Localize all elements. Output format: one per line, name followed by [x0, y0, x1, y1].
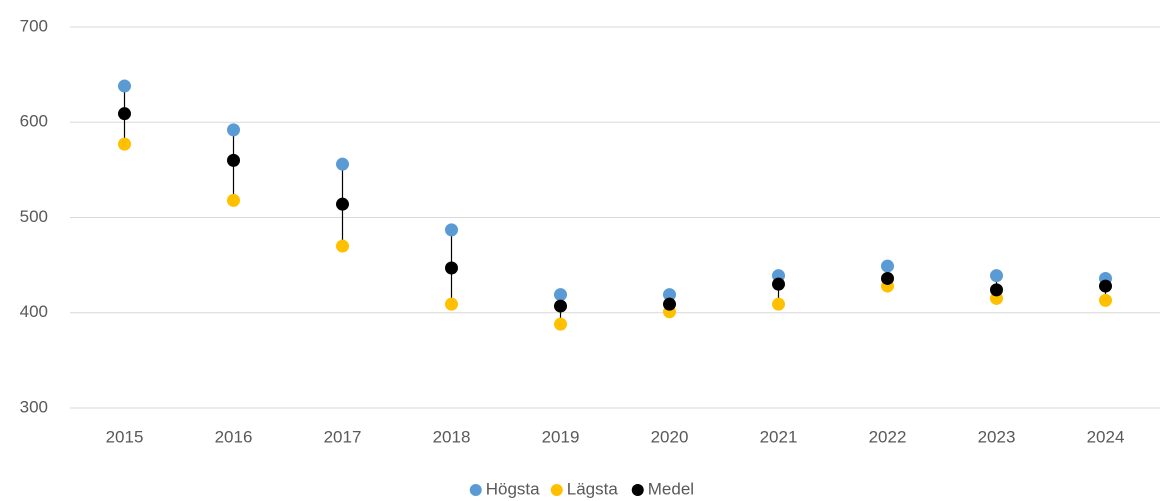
x-tick-label: 2015 [106, 427, 144, 446]
dot [118, 107, 131, 121]
dot [445, 297, 458, 311]
dot [1099, 279, 1112, 293]
dot [227, 123, 240, 137]
x-tick-label: 2022 [869, 427, 907, 446]
x-tick-label: 2017 [324, 427, 362, 446]
dot [227, 153, 240, 167]
legend-label: Lägsta [567, 479, 619, 498]
x-tick-label: 2016 [215, 427, 253, 446]
legend-marker [631, 484, 644, 496]
y-tick-label: 400 [20, 302, 48, 321]
x-tick-label: 2021 [760, 427, 798, 446]
dot [118, 79, 131, 93]
dot [336, 239, 349, 253]
dot [1099, 293, 1112, 307]
dot [990, 269, 1003, 283]
dot [227, 193, 240, 207]
dot [336, 197, 349, 211]
dot [336, 157, 349, 171]
y-tick-label: 700 [20, 16, 48, 35]
dot [554, 317, 567, 331]
dot [881, 259, 894, 273]
x-tick-label: 2020 [651, 427, 689, 446]
x-tick-label: 2023 [978, 427, 1016, 446]
y-tick-label: 300 [20, 397, 48, 416]
dot [881, 271, 894, 285]
y-tick-label: 600 [20, 112, 48, 131]
dot [990, 283, 1003, 297]
dot [445, 261, 458, 275]
x-tick-label: 2018 [433, 427, 471, 446]
x-tick-label: 2019 [542, 427, 580, 446]
dot [772, 297, 785, 311]
dot [663, 297, 676, 311]
dot [663, 288, 676, 302]
dot [445, 223, 458, 237]
legend-marker [550, 484, 563, 496]
legend-label: Medel [648, 479, 694, 498]
dot [554, 288, 567, 302]
dot [554, 299, 567, 313]
legend-label: Högsta [486, 479, 540, 498]
dot [118, 137, 131, 151]
y-tick-label: 500 [20, 207, 48, 226]
legend-marker [469, 484, 482, 496]
dot [772, 277, 785, 291]
x-tick-label: 2024 [1087, 427, 1125, 446]
